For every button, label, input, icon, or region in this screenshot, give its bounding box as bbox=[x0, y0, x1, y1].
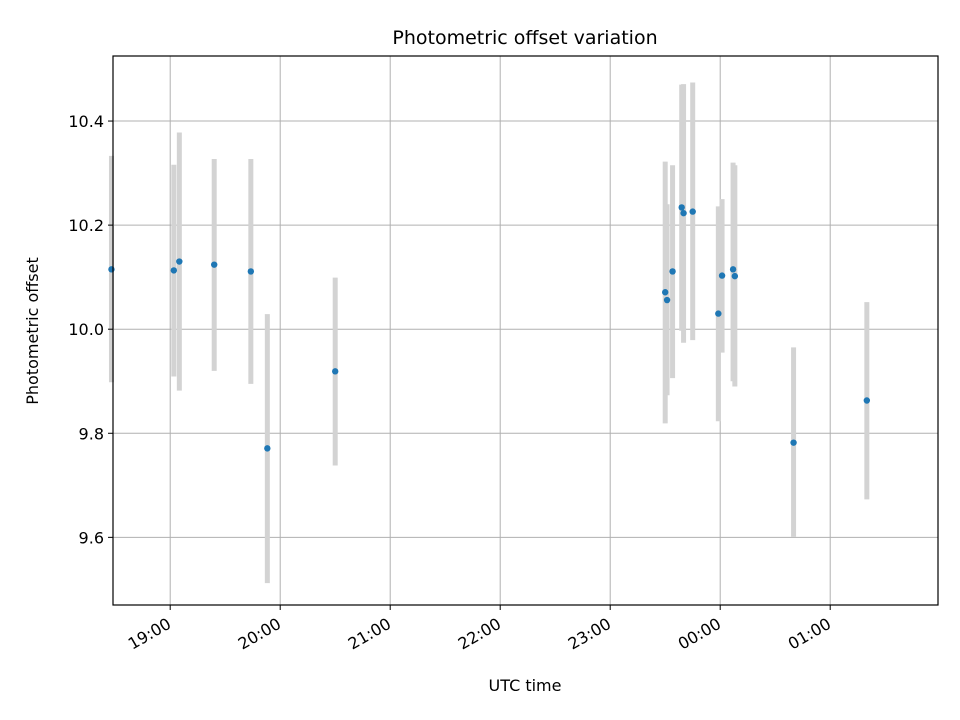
y-tick-label: 9.6 bbox=[79, 528, 104, 547]
data-point bbox=[662, 289, 669, 296]
y-axis: 9.6 9.8 10.0 10.2 10.4 bbox=[68, 112, 113, 547]
y-tick-label: 10.2 bbox=[68, 216, 104, 235]
data-point bbox=[718, 272, 726, 279]
data-point bbox=[669, 268, 676, 275]
data-point bbox=[108, 266, 115, 273]
x-axis-title: UTC time bbox=[489, 676, 562, 695]
data-point bbox=[211, 261, 218, 268]
y-tick-label: 9.8 bbox=[79, 424, 104, 443]
plot-area-frame bbox=[112, 55, 939, 606]
data-point bbox=[170, 267, 178, 274]
data-point bbox=[247, 268, 255, 275]
data-point bbox=[729, 266, 737, 273]
data-point bbox=[678, 204, 685, 211]
chart-title: Photometric offset variation bbox=[392, 27, 657, 49]
data-point bbox=[176, 258, 183, 265]
data-point bbox=[715, 310, 722, 317]
data-point bbox=[863, 397, 871, 404]
y-tick-label: 10.4 bbox=[68, 112, 104, 131]
data-point bbox=[689, 208, 696, 215]
data-point bbox=[332, 368, 339, 375]
data-point bbox=[663, 296, 671, 304]
data-point bbox=[731, 272, 739, 280]
y-axis-title: Photometric offset bbox=[23, 257, 42, 405]
data-point bbox=[680, 209, 687, 217]
data-point bbox=[790, 439, 797, 446]
data-point bbox=[264, 445, 271, 452]
y-tick-label: 10.0 bbox=[68, 320, 104, 339]
data-points bbox=[108, 204, 871, 452]
